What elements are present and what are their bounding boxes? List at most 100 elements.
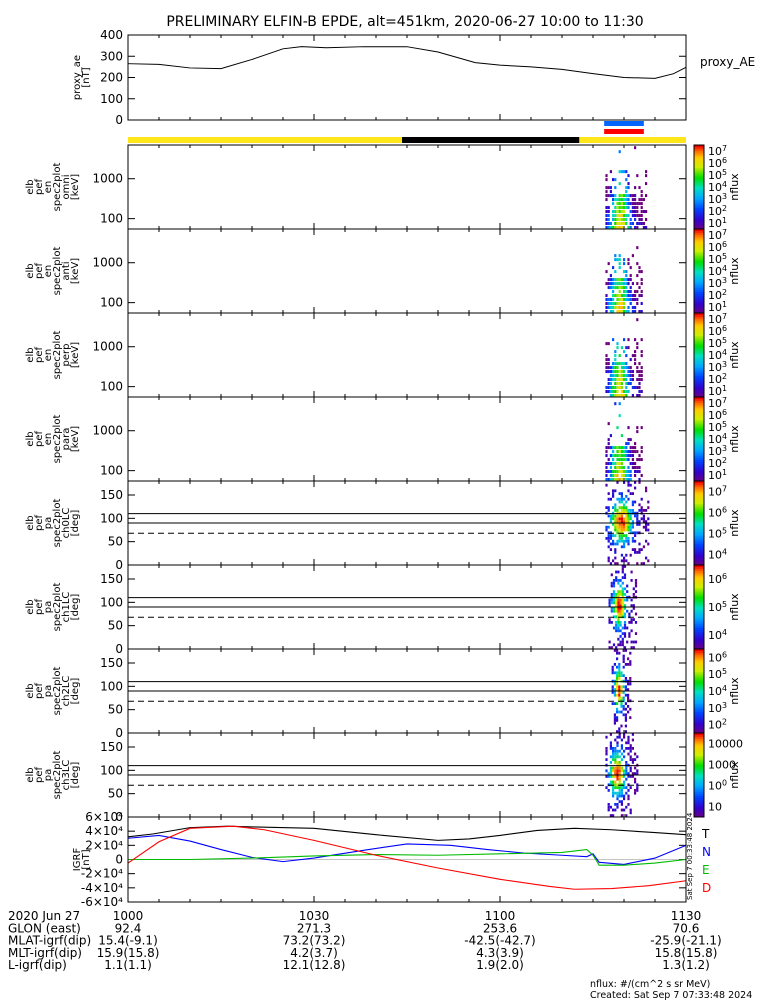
spectrogram-cell	[609, 194, 612, 198]
colorbar-band	[694, 756, 704, 759]
spectrogram-cell	[614, 294, 617, 298]
y-axis-label-line: spec2plot	[52, 499, 63, 548]
spectrogram-cell	[609, 497, 612, 501]
y-axis-label-line: [nT]	[81, 67, 92, 87]
spectrogram-cell	[636, 551, 639, 554]
spectrogram-cell	[620, 685, 623, 689]
spectrogram-cell	[638, 218, 641, 222]
spectrogram-cell	[620, 814, 623, 817]
spectrogram-cell	[607, 286, 610, 290]
spectrogram-cell	[620, 803, 623, 806]
panel-frame	[127, 34, 687, 121]
spectrogram-cell	[620, 514, 623, 518]
spectrogram-cell	[614, 528, 617, 532]
spectrogram-cell	[616, 478, 619, 481]
spectrogram-cell	[616, 454, 619, 458]
spectrogram-cell	[623, 310, 626, 313]
colorbar-band	[694, 418, 704, 421]
spectrogram-cell	[617, 579, 620, 582]
y-tick-label: 1000	[92, 256, 123, 270]
spectrogram-cell	[623, 772, 626, 775]
colorbar-band	[694, 220, 704, 224]
spectrogram-cell	[614, 786, 617, 789]
colorbar-band	[694, 315, 704, 318]
colorbar-band	[694, 733, 704, 736]
spectrogram-cell	[616, 693, 619, 697]
spectrogram-cell	[605, 735, 608, 739]
spectrogram-cell	[617, 612, 620, 616]
colorbar-band	[694, 193, 704, 196]
y-axis-label-line: elb	[25, 599, 36, 614]
colorbar-tick-label: 104	[708, 348, 727, 362]
ephemeris-label: L-igrf(dip)	[8, 958, 67, 972]
spectrogram-cell	[642, 517, 645, 521]
y-tick-label: 0	[115, 113, 123, 127]
spectrogram-cell	[621, 609, 624, 613]
spectrogram-cell	[618, 210, 621, 214]
spectrogram-cell	[636, 514, 639, 518]
spectrogram-cell	[640, 310, 643, 313]
spectrogram-cell	[623, 290, 626, 294]
spectrogram-cell	[614, 474, 617, 478]
ephemeris-value: 4.2(3.7)	[290, 946, 338, 960]
spectrogram-cell	[607, 382, 610, 386]
spectrogram-cell	[636, 202, 639, 206]
spectrogram-cell	[636, 366, 639, 370]
spectrogram-cell	[634, 640, 638, 644]
colorbar-band	[694, 609, 704, 612]
colorbar-band	[694, 607, 704, 610]
colorbar-band	[694, 451, 704, 455]
spectrogram-cell	[627, 442, 630, 446]
panel-elb_pef_en_spec2plot_anti: elbpefenspec2plotanti[keV]10010001011021…	[25, 228, 741, 314]
colorbar-band	[694, 491, 704, 495]
spectrogram-cell	[620, 794, 623, 798]
spectrogram-cell	[638, 266, 641, 270]
spectrogram-cell	[612, 749, 615, 753]
y-tick-label: -4×10⁴	[81, 881, 123, 895]
colorbar-band	[694, 544, 704, 547]
spectrogram-cell	[631, 772, 634, 775]
spectrogram-cell	[607, 537, 610, 540]
spectrogram-cell	[625, 390, 628, 394]
spectrogram-cell	[627, 366, 630, 370]
spectrogram-cell	[614, 775, 617, 778]
spectrogram-cell	[623, 210, 626, 214]
spectrogram-cell	[620, 466, 623, 470]
spectrogram-cell	[631, 254, 634, 258]
spectrogram-cell	[640, 548, 643, 551]
y-tick-label: 1000	[92, 340, 123, 354]
spectrogram-cell	[634, 579, 638, 582]
spectrogram-cell	[605, 370, 608, 374]
spectrogram-cell	[625, 478, 628, 481]
spectrogram-cell	[631, 282, 634, 286]
spectrogram-cell	[605, 758, 608, 761]
spectrogram-cell	[616, 509, 619, 512]
spectrogram-cell	[625, 206, 628, 210]
spectrogram-cell	[636, 783, 639, 787]
spectrogram-cell	[624, 713, 627, 717]
spectrogram-cell	[629, 786, 632, 789]
spectrogram-cell	[612, 310, 615, 313]
colorbar-band	[694, 388, 704, 392]
spectrogram-cell	[623, 576, 627, 579]
spectrogram-cell	[636, 458, 639, 462]
spectrogram-cell	[614, 358, 617, 362]
colorbar-tick-label: 105	[708, 336, 727, 350]
spectrogram-cell	[615, 626, 618, 630]
spectrogram-cell	[616, 685, 619, 689]
spectrogram-cell	[620, 434, 623, 438]
colorbar-band	[694, 258, 704, 261]
colorbar-band	[694, 628, 704, 631]
spectrogram-cell	[616, 286, 619, 290]
spectrogram-cell	[609, 386, 612, 390]
colorbar-band	[694, 499, 704, 503]
colorbar-band	[694, 590, 704, 593]
spectrogram-cell	[605, 222, 608, 226]
colorbar-band	[694, 247, 704, 251]
spectrogram-cell	[616, 481, 619, 484]
spectrogram-cell	[631, 354, 634, 358]
spectrogram-cell	[621, 604, 624, 607]
spectrogram-cell	[627, 206, 630, 210]
spectrogram-cell	[622, 713, 625, 717]
spectrogram-cell	[636, 430, 639, 434]
